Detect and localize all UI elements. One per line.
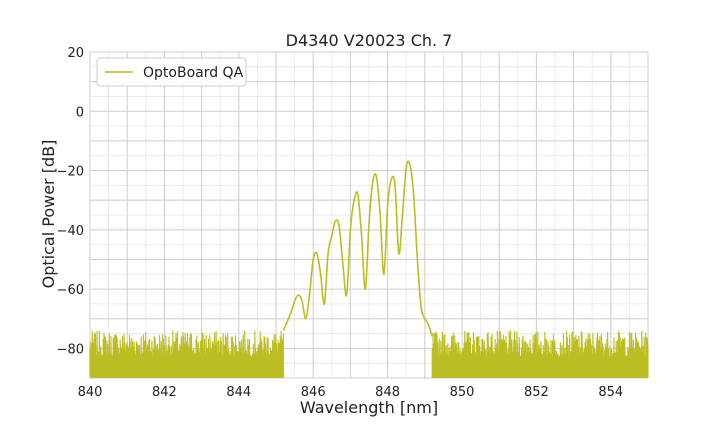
legend-label: OptoBoard QA <box>143 65 244 81</box>
x-axis-label: Wavelength [nm] <box>300 398 438 417</box>
series-layer <box>89 160 649 379</box>
grid <box>89 51 649 379</box>
noise-floor-trace <box>89 330 649 379</box>
x-tick-label: 844 <box>226 385 251 400</box>
x-tick-label: 846 <box>301 385 326 400</box>
y-tick-label: −60 <box>57 283 84 298</box>
legend-box <box>96 57 247 87</box>
x-tick-label: 850 <box>450 385 475 400</box>
x-tick-label: 852 <box>524 385 549 400</box>
y-tick-label: 20 <box>67 46 84 61</box>
x-tick-label: 842 <box>152 385 177 400</box>
y-axis-label: Optical Power [dB] <box>39 140 58 289</box>
axes: 840 842 844 846 848 850 852 854 20 0 −20 −40 −60 −80 <box>57 46 624 400</box>
y-tick-label: −80 <box>57 342 84 357</box>
chart-title: D4340 V20023 Ch. 7 <box>286 31 453 50</box>
y-tick-label: 0 <box>76 105 84 120</box>
y-tick-label: −40 <box>57 224 84 239</box>
series-line-optoboard-qa <box>282 160 433 337</box>
x-tick-label: 848 <box>375 385 400 400</box>
legend: OptoBoard QA <box>96 57 247 87</box>
x-tick-label: 854 <box>598 385 623 400</box>
x-tick-label: 840 <box>78 385 103 400</box>
y-tick-label: −20 <box>57 165 84 180</box>
